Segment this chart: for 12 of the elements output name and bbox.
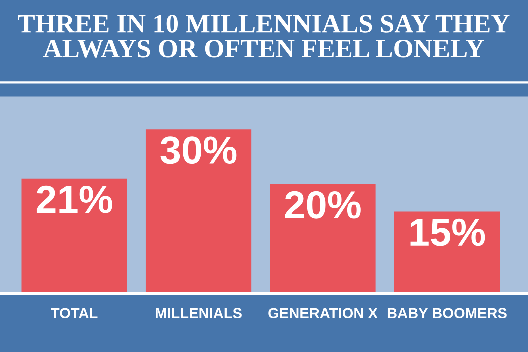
x-tick-label: GENERATION X xyxy=(268,308,378,319)
data-label: 21% xyxy=(36,186,112,214)
data-label: 20% xyxy=(285,191,361,219)
x-tick-label: BABY BOOMERS xyxy=(388,308,507,319)
x-tick-label: MILLENIALS xyxy=(156,308,242,319)
data-label: 30% xyxy=(160,136,237,164)
x-tick-label: TOTAL xyxy=(51,308,98,319)
bar xyxy=(22,178,128,294)
bar xyxy=(270,184,376,294)
data-label: 15% xyxy=(410,218,486,246)
chart-title: THREE IN 10 MILLENNIALS SAY THEY ALWAYS OR OFTEN FEEL LONELY xyxy=(18,15,510,58)
bar xyxy=(146,130,252,294)
